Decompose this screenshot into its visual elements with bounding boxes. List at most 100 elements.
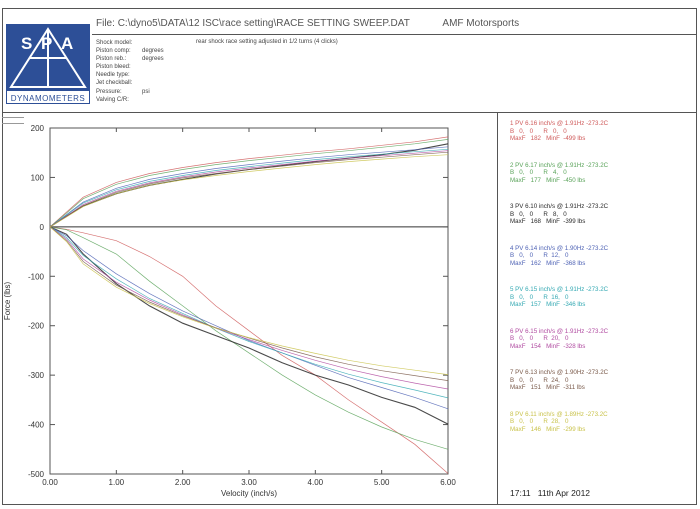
y-tick-label: -200 [28, 322, 45, 331]
y-tick-label: 100 [31, 173, 45, 182]
setup-field-row: Jet checkball: [96, 79, 164, 87]
setup-field-row: Needle type: [96, 71, 164, 79]
logo-caption: DYNAMOMETERS [10, 94, 86, 103]
legend-entry-text: B 0, 0 R 12, 0 [510, 252, 569, 260]
legend-divider [497, 112, 498, 504]
legend-entry-text: MaxF 182 MinF -499 lbs [510, 135, 586, 143]
series-5-rebound-line [49, 226, 449, 399]
y-tick-label: -300 [28, 371, 45, 380]
file-path: C:\dyno5\DATA\12 ISC\race setting\RACE S… [117, 18, 410, 29]
legend-entry-text: B 0, 0 R 20, 0 [510, 335, 569, 343]
legend-entry-text: B 0, 0 R 24, 0 [510, 376, 569, 384]
chart-series [49, 136, 449, 474]
setup-field-label: Shock model: [96, 40, 133, 46]
x-tick-label: 3.00 [241, 478, 257, 487]
x-tick-label: 0.00 [42, 478, 58, 487]
timestamp: 17:11 11th Apr 2012 [510, 488, 590, 498]
setup-field-label: Needle type: [96, 72, 130, 79]
legend-entry-text: B 0, 0 R 16, 0 [510, 293, 569, 301]
spa-logo: S P A [6, 24, 90, 104]
page-frame [2, 8, 697, 505]
series-3-rebound-line [49, 226, 449, 425]
header-rule [92, 34, 697, 35]
series-7-rebound-line [49, 226, 449, 381]
legend-entry-text: B 0, 0 R 4, 0 [510, 169, 567, 177]
chart-axes: 0.00 1.00 2.00 3.00 4.00 5.00 6.00 200 100 0 -100 -… [28, 124, 456, 487]
timestamp-date: 11th Apr 2012 [537, 488, 591, 498]
setup-field-label: Piston bleed: [96, 64, 131, 71]
legend-entry-4: 4 PV 6.14 inch/s @ 1.90Hz -273.2C B 0, 0 … [510, 245, 695, 287]
series-5-compression-line [49, 148, 449, 228]
legend-entry-text: MaxF 162 MinF -368 lbs [510, 259, 586, 267]
legend-entry-6: 6 PV 6.15 inch/s @ 1.91Hz -273.2C B 0, 0 … [510, 328, 695, 370]
legend-entry-text: 7 PV 6.13 inch/s @ 1.90Hz -273.2C [510, 369, 609, 376]
series-6-rebound-line [49, 226, 449, 390]
x-tick-label: 4.00 [308, 478, 324, 487]
y-tick-label: 0 [40, 223, 45, 232]
series-7-compression-line [49, 151, 449, 228]
legend: 1 PV 6.16 inch/s @ 1.91Hz -273.2C B 0, 0 … [510, 120, 695, 452]
setup-note: rear shock race setting adjusted in 1/2 … [196, 39, 338, 45]
logo-letter-p: P [41, 34, 52, 53]
y-tick-label: 200 [31, 124, 45, 133]
legend-entry-text: MaxF 168 MinF -399 lbs [510, 218, 586, 226]
file-header: File: C:\dyno5\DATA\12 ISC\race setting\… [96, 18, 519, 29]
legend-entry-2: 2 PV 6.17 inch/s @ 1.91Hz -273.2C B 0, 0 … [510, 162, 695, 204]
setup-field-label: Jet checkball: [96, 80, 133, 87]
setup-field-value: degrees [142, 48, 164, 55]
file-label: File: [96, 18, 115, 29]
legend-entry-8: 8 PV 6.11 inch/s @ 1.89Hz -273.2C B 0, 0 … [510, 411, 695, 453]
setup-field-label: Piston comp: [96, 48, 131, 55]
setup-field-row: Piston reb.: degrees [96, 55, 164, 63]
setup-field-row: Piston bleed: [96, 63, 164, 71]
logo-letter-a: A [61, 34, 73, 53]
setup-field-label: Pressure: [96, 88, 122, 95]
series-8-rebound-line [49, 226, 449, 375]
setup-field-label: Valving C/R: [96, 96, 129, 103]
series-6-compression-line [49, 150, 449, 228]
legend-entry-text: 4 PV 6.14 inch/s @ 1.90Hz -273.2C [510, 244, 609, 252]
legend-entry-text: MaxF 151 MinF -311 lbs [510, 384, 585, 392]
x-tick-label: 1.00 [109, 478, 125, 487]
logo-letter-s: S [21, 34, 32, 53]
setup-field-label: Piston reb.: [96, 56, 127, 63]
legend-entry-text: 6 PV 6.15 inch/s @ 1.91Hz -273.2C [510, 327, 609, 335]
legend-entry-3: 3 PV 6.10 inch/s @ 1.91Hz -273.2C B 0, 0 … [510, 203, 695, 245]
x-axis-label: Velocity (inch/s) [221, 489, 277, 498]
legend-entry-text: 1 PV 6.16 inch/s @ 1.91Hz -273.2C [510, 120, 609, 127]
series-1-rebound-line [49, 226, 449, 474]
y-tick-label: -100 [28, 272, 45, 281]
setup-field-row: Pressure: psi [96, 88, 164, 96]
legend-entry-1: 1 PV 6.16 inch/s @ 1.91Hz -273.2C B 0, 0 … [510, 120, 695, 162]
legend-entry-text: 3 PV 6.10 inch/s @ 1.91Hz -273.2C [510, 203, 609, 210]
setup-fields: Shock model: Piston comp: degrees Piston … [96, 39, 164, 104]
setup-field-value: psi [142, 88, 150, 95]
series-4-compression-line [49, 146, 449, 228]
setup-field-row: Shock model: [96, 39, 164, 47]
series-4-rebound-line [49, 226, 449, 410]
setup-field-value: degrees [142, 56, 164, 63]
timestamp-time: 17:11 [510, 488, 531, 498]
legend-entry-text: 8 PV 6.11 inch/s @ 1.89Hz -273.2C [510, 410, 608, 418]
series-8-compression-line [49, 154, 449, 228]
legend-entry-text: MaxF 154 MinF -328 lbs [510, 342, 586, 350]
x-tick-label: 5.00 [374, 478, 390, 487]
legend-entry-text: B 0, 0 R 0, 0 [510, 127, 567, 135]
y-tick-label: -400 [28, 421, 45, 430]
legend-entry-7: 7 PV 6.13 inch/s @ 1.90Hz -273.2C B 0, 0 … [510, 369, 695, 411]
legend-entry-text: B 0, 0 R 28, 0 [510, 418, 569, 426]
company-name: AMF Motorsports [442, 18, 520, 29]
series-1-compression-line [49, 136, 449, 228]
x-tick-label: 6.00 [440, 478, 456, 487]
legend-entry-text: B 0, 0 R 8, 0 [510, 210, 567, 218]
legend-entry-text: MaxF 157 MinF -346 lbs [510, 301, 586, 309]
legend-entry-text: 5 PV 6.15 inch/s @ 1.91Hz -273.2C [510, 286, 609, 293]
legend-entry-text: 2 PV 6.17 inch/s @ 1.91Hz -273.2C [510, 161, 609, 169]
y-axis-label: Force (lbs) [3, 282, 12, 321]
legend-entry-text: MaxF 177 MinF -450 lbs [510, 176, 586, 184]
logo-emblem: S P A [7, 25, 89, 91]
setup-field-row: Valving C/R: [96, 96, 164, 104]
series-2-compression-line [49, 139, 449, 228]
legend-entry-5: 5 PV 6.15 inch/s @ 1.91Hz -273.2C B 0, 0 … [510, 286, 695, 328]
y-tick-label: -500 [28, 470, 45, 479]
